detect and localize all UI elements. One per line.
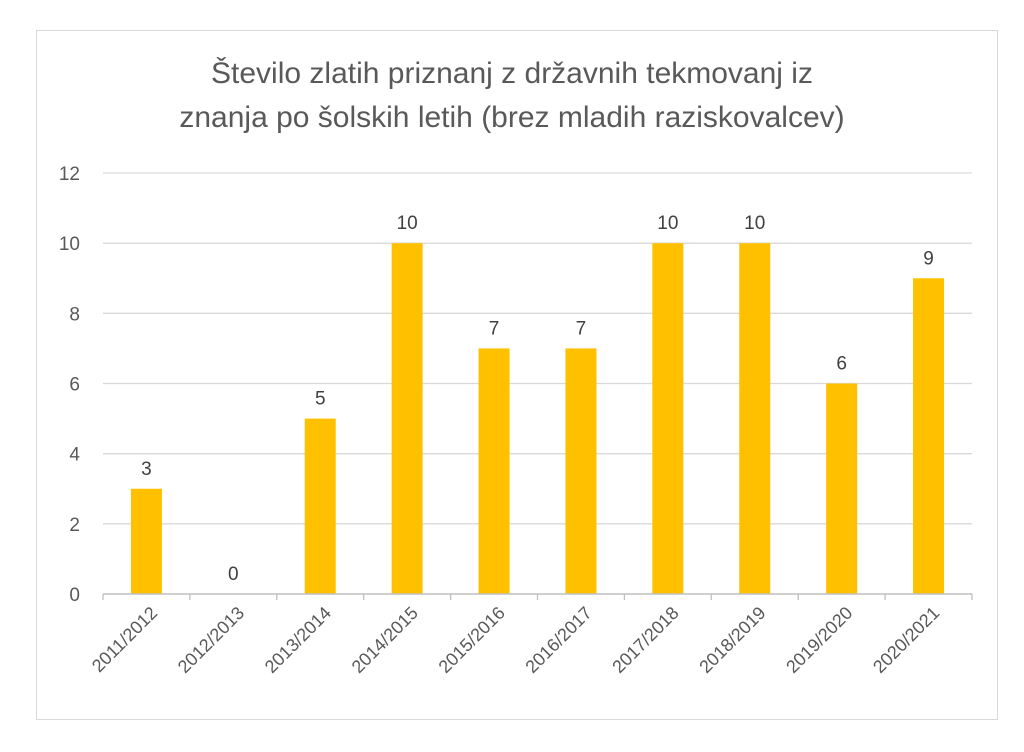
bar [478, 348, 510, 594]
y-tick-label: 4 [69, 445, 80, 466]
x-category-label: 2014/2015 [348, 603, 422, 677]
data-labels: 3 0 5 10 7 7 10 10 6 9 [141, 213, 934, 585]
y-tick-label: 8 [69, 304, 80, 325]
y-tick-label: 12 [59, 164, 80, 185]
data-label: 7 [576, 318, 587, 339]
data-label: 0 [228, 564, 239, 585]
chart-title-line-1: Število zlatih priznanj z državnih tekmo… [211, 57, 813, 90]
bar [130, 488, 162, 594]
data-label: 7 [489, 318, 500, 339]
x-category-label: 2020/2021 [869, 603, 943, 677]
x-axis-category-labels: 2011/2012 2012/2013 2013/2014 2014/2015 2015… [88, 603, 943, 677]
x-axis [102, 593, 973, 600]
x-category-label: 2011/2012 [88, 603, 161, 676]
x-category-label: 2015/2016 [435, 603, 509, 677]
y-tick-label: 6 [69, 375, 80, 396]
chart-title: Število zlatih priznanj z državnih tekmo… [0, 52, 1024, 140]
y-tick-label: 0 [69, 585, 80, 606]
x-category-label: 2018/2019 [695, 603, 769, 677]
bar [304, 418, 336, 594]
bar [391, 243, 423, 594]
bar [739, 243, 771, 594]
bar [652, 243, 684, 594]
y-axis-tick-labels: 0 2 4 6 8 10 12 [59, 164, 81, 606]
y-tick-label: 2 [69, 515, 80, 536]
chart-frame [36, 30, 998, 720]
x-category-label: 2019/2020 [782, 603, 856, 677]
x-category-label: 2013/2014 [261, 603, 335, 677]
x-category-label: 2017/2018 [608, 603, 682, 677]
bar [913, 278, 945, 594]
x-category-label: 2016/2017 [521, 603, 595, 677]
bars [130, 243, 945, 594]
data-label: 3 [141, 459, 152, 480]
chart-title-line-2: znanja po šolskih letih (brez mladih raz… [179, 101, 845, 134]
bar [826, 383, 858, 594]
bar [565, 348, 597, 594]
data-label: 10 [744, 213, 765, 234]
x-category-label: 2012/2013 [174, 603, 248, 677]
data-label: 10 [397, 213, 418, 234]
data-label: 5 [315, 389, 326, 410]
data-label: 9 [923, 248, 934, 269]
y-tick-label: 10 [59, 234, 80, 255]
data-label: 10 [657, 213, 678, 234]
data-label: 6 [836, 354, 847, 375]
